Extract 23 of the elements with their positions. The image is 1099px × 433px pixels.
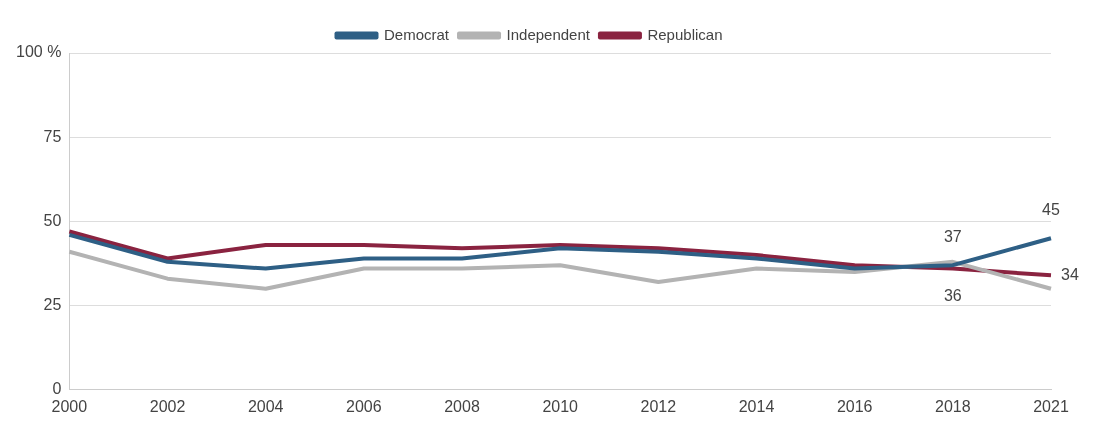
x-tick-label: 2010 bbox=[542, 397, 579, 415]
y-tick-label: 50 bbox=[43, 211, 62, 229]
x-tick-label: 2002 bbox=[149, 397, 186, 415]
y-tick-label: 75 bbox=[43, 127, 62, 145]
x-tick-label: 2016 bbox=[836, 397, 873, 415]
legend-label: Republican bbox=[647, 25, 723, 43]
legend-label: Independent bbox=[506, 25, 591, 43]
data-label: 34 bbox=[1061, 265, 1079, 283]
legend-label: Democrat bbox=[384, 25, 450, 43]
data-label: 37 bbox=[943, 227, 962, 245]
y-tick-label: 100 % bbox=[15, 43, 62, 61]
x-tick-label: 2004 bbox=[247, 397, 284, 415]
x-tick-label: 2008 bbox=[444, 397, 480, 415]
data-label: 36 bbox=[943, 286, 962, 304]
y-tick-label: 25 bbox=[43, 296, 62, 314]
x-tick-label: 2000 bbox=[51, 397, 88, 415]
x-tick-label: 2014 bbox=[738, 397, 775, 415]
data-label: 45 bbox=[1042, 200, 1060, 218]
x-tick-label: 2012 bbox=[640, 397, 677, 415]
x-tick-label: 2021 bbox=[1033, 397, 1069, 415]
x-tick-label: 2018 bbox=[935, 397, 971, 415]
y-tick-label: 0 bbox=[52, 380, 62, 398]
x-tick-label: 2006 bbox=[346, 397, 382, 415]
